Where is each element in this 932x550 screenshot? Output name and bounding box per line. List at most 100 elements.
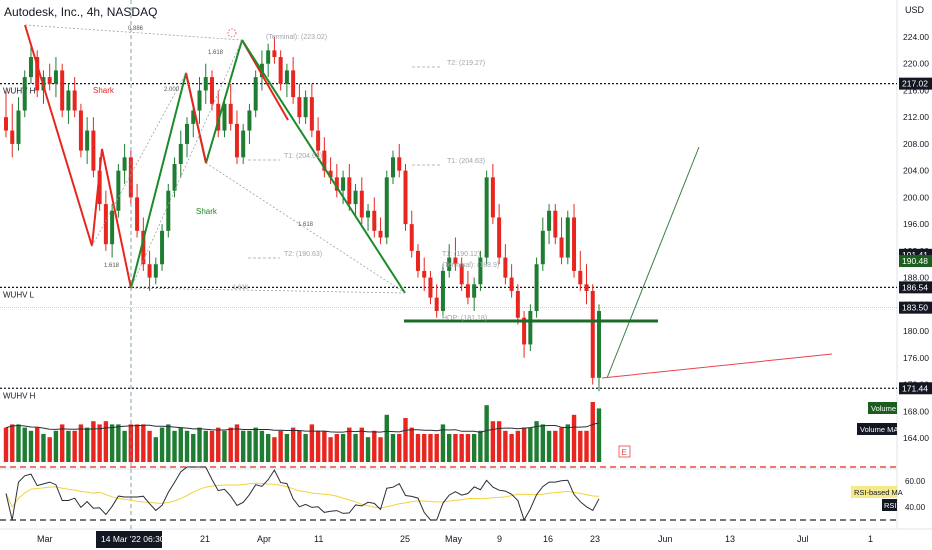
time-label-23: 23 [590,534,600,544]
fib-label-1618-c: 1.618 [298,222,314,228]
volume-ma-legend: Volume MA [860,425,898,434]
volume-bars [3,402,602,462]
volume-bar [559,427,564,462]
time-label-25: 25 [400,534,410,544]
volume-bar [471,434,477,462]
volume-bar [503,430,508,462]
shark-pattern-1 [24,24,243,289]
price-badge-label: 186.54 [902,282,928,292]
volume-bar [222,430,227,462]
volume-bar [428,434,433,462]
candle-body [597,311,601,378]
volume-bar [166,424,171,462]
volume-bar [66,430,71,462]
candle-body [578,270,583,285]
pattern-annotations: Shark Shark 0.886 1.618 2.000 1.618 1.61… [93,26,499,322]
time-label-11: 11 [314,534,323,544]
volume-bar [191,434,196,462]
volume-bar [509,434,514,462]
volume-bar [159,427,165,462]
chart-title: Autodesk, Inc., 4h, NASDAQ [4,5,158,19]
volume-bar [584,430,589,462]
volume-bar [78,424,84,462]
candle-body [303,97,308,118]
candle-body [384,177,389,238]
volume-bar [122,430,127,462]
volume-bar [22,427,27,462]
volume-bar [284,434,290,462]
volume-bar [10,424,15,462]
candle-body [203,77,208,91]
volume-bar [84,427,90,462]
candle-body [228,103,233,124]
volume-bar [53,430,59,462]
volume-bar [209,430,215,462]
candle-body [309,97,314,131]
candle-body [372,210,377,231]
level-label: WUHV H [3,87,36,96]
volume-bar [359,427,364,462]
volume-bar [347,427,352,462]
price-badge-label: 217.02 [902,79,928,89]
volume-bar [465,434,471,462]
target-t1-2: T1: (204.63) [284,153,322,160]
candle-body [334,177,339,191]
volume-bar [35,427,40,462]
candle-body [565,217,570,258]
volume-bar [434,434,439,462]
candle-body [553,210,558,238]
volume-bar [259,430,265,462]
candle-body [391,157,396,178]
time-label-21: 21 [200,534,210,544]
volume-bar [422,434,427,462]
volume-bar [515,430,521,462]
time-label-may: May [445,534,463,544]
candle-body [453,257,458,265]
volume-bar [440,424,446,462]
candle-body [97,170,102,205]
volume-bar [184,430,190,462]
candle-body [540,230,545,265]
volume-bar [415,434,421,462]
volume-bar [540,424,546,462]
candle-body [10,130,15,144]
price-badge-label: 171.44 [902,383,928,393]
price-badge-label: 191.41 [902,250,928,260]
candle-body [347,177,352,205]
candle-body [509,277,514,291]
candle-body [590,290,595,378]
candle-body [447,257,452,271]
price-tick: 200.00 [903,192,929,202]
target-terminal-1: (Terminal): (223.02) [266,34,327,41]
volume-ma-line [5,422,600,433]
level-label: WUHV L [3,290,35,299]
candle-body [91,130,96,171]
fib-label-1618-b: 1.618 [104,263,120,269]
candle-body [459,264,464,285]
indicator-labels: Volume Volume MA RSI-based MA RSI 60.00 … [851,402,926,512]
time-label-jul: Jul [797,534,809,544]
price-tick: 176.00 [903,353,929,363]
target-t1-3: T1: (190.12) [442,251,480,258]
volume-bar [384,414,389,462]
volume-bar [28,430,34,462]
candle-body [403,170,408,225]
volume-bar [297,430,302,462]
candle-body [172,163,177,191]
earnings-marker[interactable] [618,445,631,458]
candle-body [16,110,21,144]
price-badge [899,281,932,294]
volume-bar [103,421,109,462]
candle-body [490,177,495,218]
volume-bar [490,421,496,462]
candle-body [85,130,90,151]
volume-bar [278,430,283,462]
volume-bar [290,427,296,462]
candle-body [47,77,52,84]
candle-body [528,311,533,345]
price-axis-ticks: 224.00 220.00 216.00 212.00 208.00 204.00 200.… [903,32,929,443]
volume-bar [565,424,570,462]
volume-bar [453,434,458,462]
